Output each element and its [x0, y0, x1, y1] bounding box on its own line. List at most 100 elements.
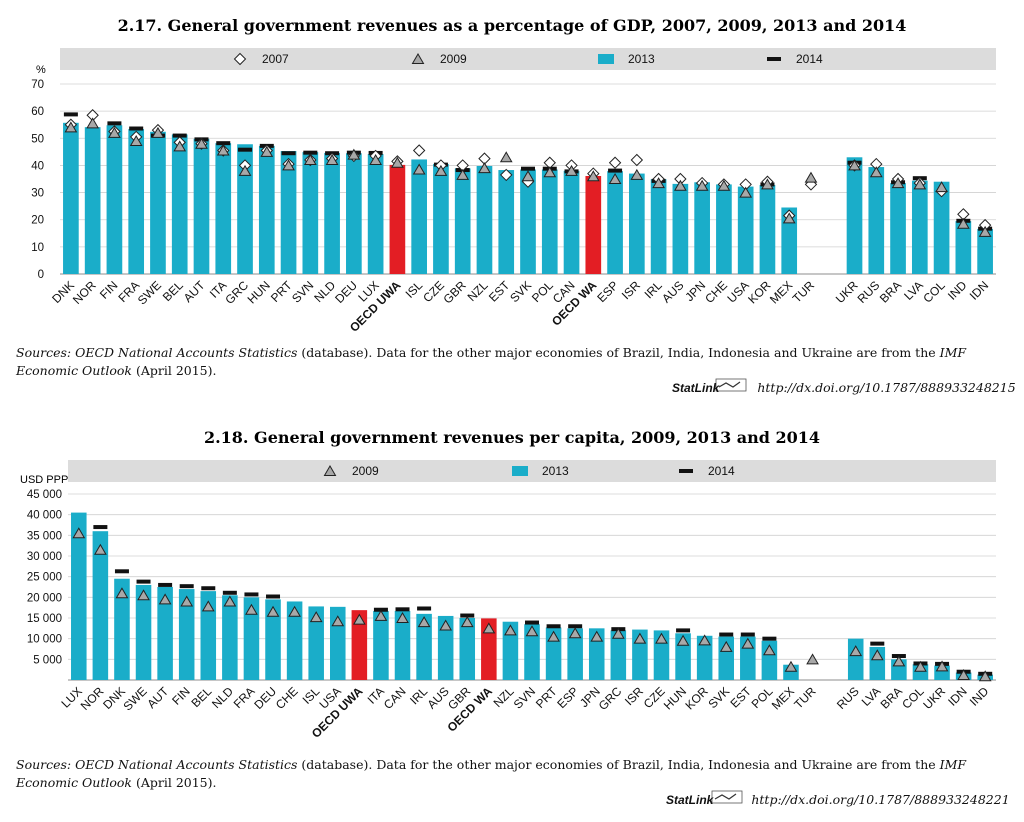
x-tick-label: NZL	[465, 278, 491, 304]
dash-2014-PRT	[546, 624, 561, 629]
y-tick-label: 35 000	[27, 530, 62, 542]
legend-label: 2007	[262, 52, 289, 66]
triangle-2009-DEU	[347, 148, 361, 160]
triangle-2009-EST	[499, 151, 513, 163]
triangle-2009-LUX	[369, 154, 382, 165]
triangle-2009-ESP	[568, 627, 582, 639]
triangle-2009-FRA	[129, 135, 143, 146]
triangle-2009-IND	[956, 217, 970, 229]
diamond-2007-ISL	[412, 144, 426, 157]
bar-2013-OECD-WA	[481, 618, 497, 680]
triangle-2009-BEL	[201, 600, 215, 612]
chart1-sources-note: Sources: OECD National Accounts Statisti…	[16, 344, 1006, 380]
bar-2013-BEL	[171, 134, 188, 274]
sources-text: (database). Data for the other major eco…	[297, 757, 940, 772]
sources-database: OECD National Accounts Statistics	[75, 345, 298, 360]
diamond-2007-ISR	[630, 153, 644, 167]
x-tick-label: LVA	[859, 684, 884, 709]
triangle-2009-ISL	[412, 163, 426, 175]
sources-imf: IMF	[939, 345, 967, 360]
chart2-y-ticks: 5 000 10 000 15 000 20 000 25 000 30 000 35 00…	[27, 489, 62, 666]
bar-2013-AUS	[672, 183, 689, 274]
triangle-2009-LVA	[870, 649, 884, 661]
x-tick-label: CAN	[381, 684, 409, 712]
triangle-2009-CZE	[655, 632, 668, 644]
x-tick-label: GBR	[441, 278, 470, 307]
chart1-title: 2.17. General government revenues as a p…	[118, 16, 907, 35]
triangle-2009-UKR	[848, 159, 861, 171]
statlink-2[interactable]: StatLink http://dx.doi.org/10.1787/888933…	[666, 792, 1010, 807]
chart1-y-axis-label: %	[36, 64, 46, 76]
triangle-2009-GBR	[460, 616, 474, 628]
diamond-2007-EST	[500, 168, 513, 182]
bar-2013-CAN	[563, 170, 580, 274]
legend-swatch	[411, 53, 425, 64]
dash-2014-DEU	[266, 594, 281, 599]
dash-2014-ESP	[608, 168, 623, 173]
bar-2013-DNK	[63, 122, 79, 274]
y-tick-label: 40	[31, 160, 44, 172]
x-tick-label: RUS	[855, 278, 883, 306]
triangle-2009-COL	[935, 181, 948, 193]
x-tick-label: GRC	[222, 278, 251, 307]
dash-2014-NOR	[93, 525, 108, 530]
y-tick-label: 50	[31, 133, 44, 145]
bar-2013-IND	[955, 221, 972, 274]
sources-label: Sources:	[16, 757, 72, 772]
dash-2014-BEL	[172, 133, 187, 138]
triangle-2009-FRA	[245, 603, 258, 615]
bar-2013-GRC	[237, 144, 253, 274]
sources-label: Sources:	[16, 345, 72, 360]
bar-2013-AUT	[157, 587, 173, 680]
sources-date: (April 2015).	[132, 363, 217, 378]
bar-2013-IRL	[650, 179, 667, 274]
x-tick-label: FRA	[231, 684, 258, 711]
x-tick-label: CZE	[641, 684, 668, 711]
bar-2013-GBR	[459, 618, 476, 680]
legend-label: 2009	[440, 52, 467, 66]
legend-label: 2014	[796, 52, 823, 66]
triangle-2009-IND	[978, 670, 992, 682]
dash-2014-EST	[740, 632, 755, 637]
triangle-2009-FIN	[108, 126, 121, 138]
triangle-2009-LVA	[913, 178, 927, 190]
statlink-1[interactable]: StatLink http://dx.doi.org/10.1787/888933…	[672, 380, 1016, 395]
triangle-2009-CHE	[288, 605, 301, 617]
y-tick-label: 10	[31, 242, 44, 254]
triangle-2009-HUN	[260, 145, 274, 157]
y-tick-label: 70	[31, 79, 44, 91]
x-tick-label: NOR	[78, 684, 107, 713]
chart2-sources-note: Sources: OECD National Accounts Statisti…	[16, 756, 1006, 792]
triangle-2009-NZL	[504, 624, 517, 636]
triangle-2009-OECD-UWA	[352, 613, 366, 625]
x-tick-label: CZE	[420, 278, 447, 305]
statlink-url[interactable]: http://dx.doi.org/10.1787/888933248221	[751, 792, 1010, 807]
dash-2014-SVK	[719, 632, 734, 637]
triangle-2009-CAN	[396, 612, 409, 623]
bar-2013-CHE	[716, 184, 732, 274]
x-tick-label: NOR	[70, 278, 99, 307]
x-tick-label: ISR	[622, 684, 646, 708]
bar-2013-SVK	[520, 169, 536, 274]
x-tick-label: UKR	[833, 278, 861, 306]
triangle-2009-JPN	[590, 630, 604, 642]
dash-2014-IRL	[417, 606, 432, 611]
legend-label: 2009	[352, 464, 379, 478]
x-tick-label: SVN	[511, 684, 538, 711]
dash-2014-CAN	[395, 607, 410, 612]
chart1-legend-band	[60, 48, 996, 70]
bar-2013-CHE	[286, 601, 303, 680]
bar-2013-NLD	[222, 595, 238, 680]
x-tick-label: ESP	[554, 684, 581, 711]
triangle-2009-ESP	[608, 173, 622, 184]
statlink-url[interactable]: http://dx.doi.org/10.1787/888933248215	[757, 380, 1016, 395]
triangle-2009-ISR	[630, 168, 644, 180]
bar-2013-SWE	[135, 584, 152, 680]
legend-item-2009: 2009	[411, 52, 467, 66]
triangle-2009-ITA	[216, 144, 230, 156]
y-tick-label: 25 000	[27, 572, 62, 584]
y-tick-label: 45 000	[27, 489, 62, 501]
bar-2013-NOR	[84, 127, 101, 275]
x-tick-label: BRA	[878, 684, 905, 711]
